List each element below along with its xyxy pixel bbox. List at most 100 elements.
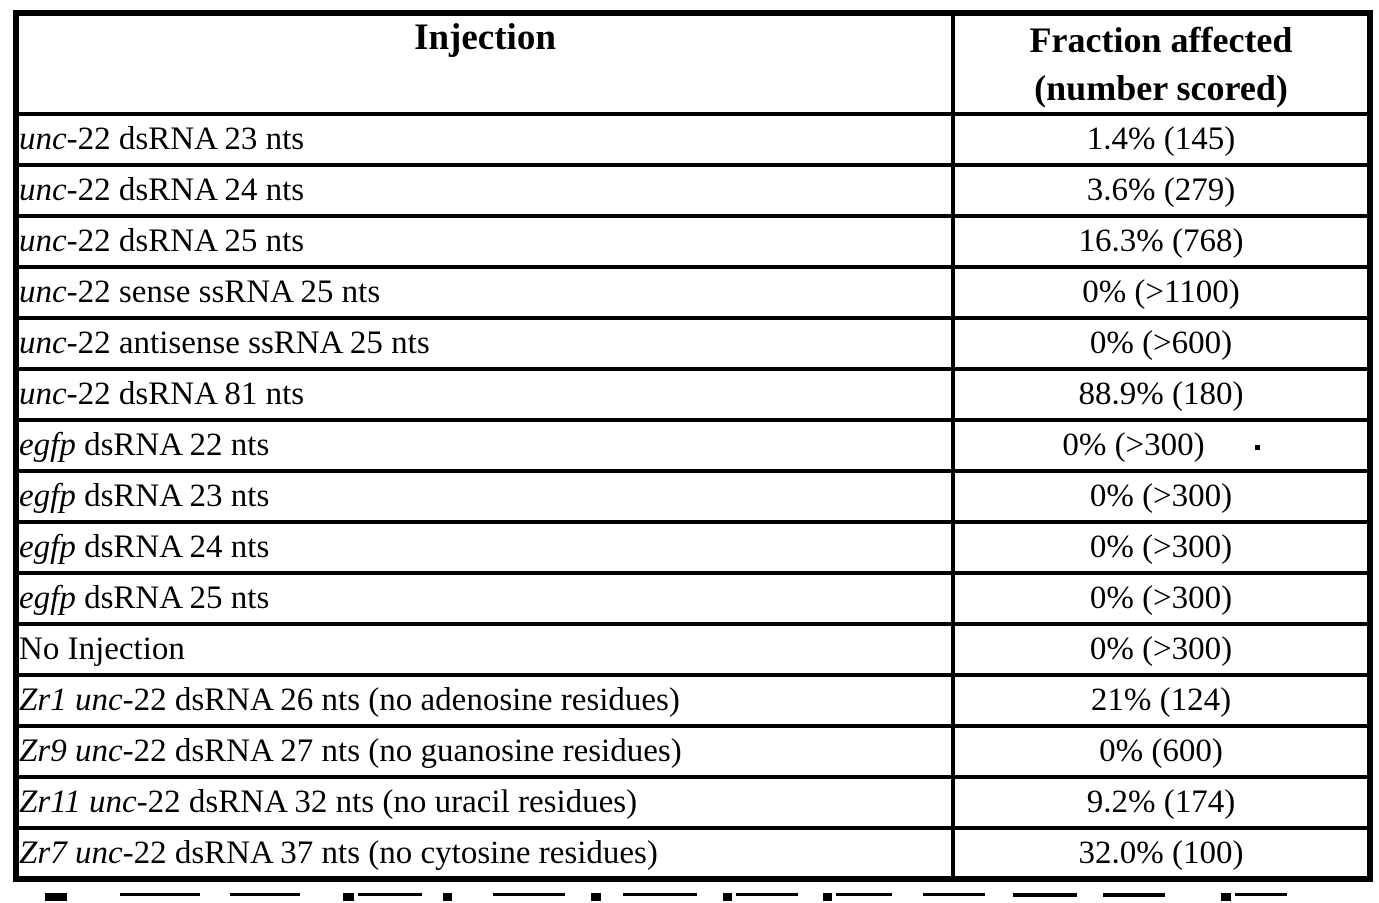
injection-cell: unc-22 sense ssRNA 25 nts — [14, 265, 955, 320]
fraction-value: 0% (>300) — [1089, 580, 1233, 616]
table-row: egfp dsRNA 22 nts 0% (>300) — [14, 418, 1372, 473]
injection-cell: egfp dsRNA 25 nts — [14, 571, 955, 626]
table-row: unc-22 antisense ssRNA 25 nts 0% (>600) — [14, 316, 1372, 371]
fraction-header-line1: Fraction affected — [1029, 20, 1293, 60]
header-row: Injection Fraction affected (number scor… — [14, 11, 1372, 116]
table-row: Zr9 unc-22 dsRNA 27 nts (no guanosine re… — [14, 724, 1372, 779]
fraction-cell: 0% (>600) — [951, 316, 1372, 371]
fraction-cell: 0% (>300) — [951, 571, 1372, 626]
fraction-value: 32.0% (100) — [1078, 834, 1244, 871]
fraction-column-header: Fraction affected (number scored) — [951, 11, 1372, 116]
table-row: Zr7 unc-22 dsRNA 37 nts (no cytosine res… — [14, 826, 1372, 881]
fraction-value: 88.9% (180) — [1078, 376, 1244, 412]
gene-name: unc — [19, 172, 67, 208]
injection-text: dsRNA 23 nts — [75, 478, 270, 514]
gene-name: unc — [19, 325, 67, 361]
injection-cell: egfp dsRNA 23 nts — [14, 469, 955, 524]
gene-name: unc — [19, 223, 67, 259]
injection-cell: Zr11 unc-22 dsRNA 32 nts (no uracil resi… — [14, 775, 955, 830]
gene-name: Zr1 unc — [19, 682, 123, 718]
fraction-value: 16.3% (768) — [1078, 223, 1244, 259]
fraction-cell: 88.9% (180) — [951, 367, 1372, 422]
injection-cell: unc-22 dsRNA 81 nts — [14, 367, 955, 422]
injection-cell: unc-22 dsRNA 24 nts — [14, 163, 955, 218]
fraction-value: 0% (>300) — [1089, 529, 1233, 565]
table-row: No Injection 0% (>300) — [14, 622, 1372, 677]
injection-text: -22 dsRNA 24 nts — [66, 172, 305, 208]
table-row: unc-22 sense ssRNA 25 nts 0% (>1100) — [14, 265, 1372, 320]
injection-text: -22 dsRNA 26 nts (no adenosine residues) — [122, 682, 680, 718]
table-row: unc-22 dsRNA 24 nts 3.6% (279) — [14, 163, 1372, 218]
table-header: Injection Fraction affected (number scor… — [14, 11, 1372, 116]
gene-name: egfp — [19, 478, 76, 514]
injection-text: -22 dsRNA 37 nts (no cytosine residues) — [122, 834, 658, 871]
gene-name: unc — [19, 376, 67, 412]
injection-cell: unc-22 antisense ssRNA 25 nts — [14, 316, 955, 371]
scan-artifact-dot — [1254, 444, 1260, 450]
table-row: Zr11 unc-22 dsRNA 32 nts (no uracil resi… — [14, 775, 1372, 830]
gene-name: egfp — [19, 427, 76, 463]
injection-column-header: Injection — [14, 11, 955, 116]
injection-text: -22 sense ssRNA 25 nts — [66, 274, 381, 310]
fraction-value: 1.4% (145) — [1086, 121, 1236, 157]
fraction-cell: 16.3% (768) — [951, 214, 1372, 269]
fraction-cell: 1.4% (145) — [951, 112, 1372, 167]
injection-text: -22 dsRNA 23 nts — [66, 121, 305, 157]
fraction-value: 0% (>300) — [1062, 427, 1205, 463]
table-row: unc-22 dsRNA 23 nts 1.4% (145) — [14, 112, 1372, 167]
fraction-cell: 0% (600) — [951, 724, 1372, 779]
injection-text: dsRNA 24 nts — [75, 529, 270, 565]
injection-text: No Injection — [19, 631, 185, 667]
fraction-cell: 3.6% (279) — [951, 163, 1372, 218]
injection-text: -22 dsRNA 25 nts — [66, 223, 305, 259]
fraction-cell: 0% (>1100) — [951, 265, 1372, 320]
injection-text: -22 dsRNA 27 nts (no guanosine residues) — [122, 733, 682, 769]
fraction-cell: 21% (124) — [951, 673, 1372, 728]
fraction-cell: 9.2% (174) — [951, 775, 1372, 830]
fraction-header-line2: (number scored) — [1034, 68, 1288, 108]
injection-text: -22 dsRNA 81 nts — [66, 376, 305, 412]
injection-cell: Zr9 unc-22 dsRNA 27 nts (no guanosine re… — [14, 724, 955, 779]
injection-text: -22 dsRNA 32 nts (no uracil residues) — [136, 784, 638, 820]
fraction-cell: 0% (>300) — [951, 520, 1372, 575]
fraction-cell: 0% (>300) — [951, 622, 1372, 677]
fraction-value: 0% (>300) — [1089, 631, 1233, 667]
fraction-value: 3.6% (279) — [1086, 172, 1236, 208]
injection-results-table: Injection Fraction affected (number scor… — [13, 10, 1373, 882]
injection-cell: Zr1 unc-22 dsRNA 26 nts (no adenosine re… — [14, 673, 955, 728]
injection-cell: unc-22 dsRNA 23 nts — [14, 112, 955, 167]
gene-name: unc — [19, 274, 67, 310]
gene-name: egfp — [19, 529, 76, 565]
gene-name: egfp — [19, 580, 76, 616]
fraction-value: 0% (>300) — [1089, 478, 1233, 514]
injection-text: dsRNA 25 nts — [75, 580, 270, 616]
gene-name: Zr9 unc — [19, 733, 123, 769]
injection-text: -22 antisense ssRNA 25 nts — [66, 325, 430, 361]
gene-name: unc — [19, 121, 67, 157]
cropped-caption-line — [25, 893, 1365, 903]
gene-name: Zr7 unc — [19, 834, 123, 871]
table-row: egfp dsRNA 23 nts 0% (>300) — [14, 469, 1372, 524]
table-row: Zr1 unc-22 dsRNA 26 nts (no adenosine re… — [14, 673, 1372, 728]
fraction-cell: 0% (>300) — [951, 418, 1372, 473]
injection-text: dsRNA 22 nts — [75, 427, 270, 463]
fraction-value: 0% (>1100) — [1082, 274, 1240, 310]
table-body: unc-22 dsRNA 23 nts 1.4% (145) unc-22 dsRN… — [14, 112, 1372, 881]
fraction-cell: 32.0% (100) — [951, 826, 1372, 881]
table-row: unc-22 dsRNA 25 nts 16.3% (768) — [14, 214, 1372, 269]
fraction-value: 9.2% (174) — [1086, 784, 1236, 820]
injection-cell: egfp dsRNA 22 nts — [14, 418, 955, 473]
fraction-value: 21% (124) — [1090, 682, 1232, 718]
gene-name: Zr11 unc — [19, 784, 137, 820]
table-row: unc-22 dsRNA 81 nts 88.9% (180) — [14, 367, 1372, 422]
fraction-value: 0% (>600) — [1089, 325, 1233, 361]
fraction-value: 0% (600) — [1099, 733, 1223, 769]
table-row: egfp dsRNA 25 nts 0% (>300) — [14, 571, 1372, 626]
injection-cell: egfp dsRNA 24 nts — [14, 520, 955, 575]
injection-cell: Zr7 unc-22 dsRNA 37 nts (no cytosine res… — [14, 826, 955, 881]
table-row: egfp dsRNA 24 nts 0% (>300) — [14, 520, 1372, 575]
fraction-cell: 0% (>300) — [951, 469, 1372, 524]
injection-cell: unc-22 dsRNA 25 nts — [14, 214, 955, 269]
injection-cell: No Injection — [14, 622, 955, 677]
